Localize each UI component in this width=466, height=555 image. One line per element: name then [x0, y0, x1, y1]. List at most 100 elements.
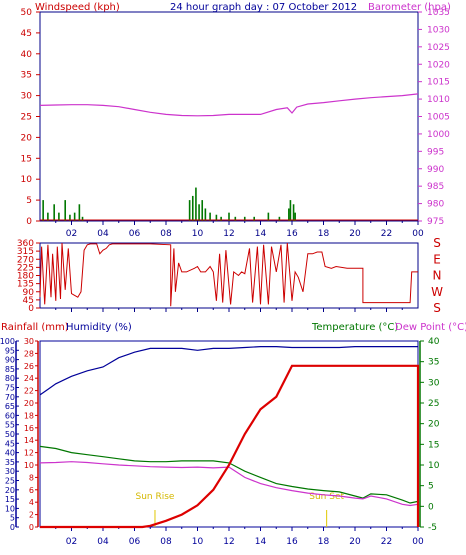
x-tick-label: 22 [381, 229, 392, 239]
humidity-tick-label: 40 [5, 449, 15, 458]
windspeed-bar [198, 204, 200, 221]
rain-tick-label: 0 [29, 523, 34, 532]
rain-tick-label: 26 [24, 362, 34, 371]
humidity-tick-label: 10 [5, 504, 15, 513]
windspeed-tick-label: 20 [21, 133, 33, 143]
windspeed-tick-label: 40 [21, 50, 33, 60]
rain-tick-label: 6 [29, 486, 34, 495]
barometer-tick-label: 1015 [427, 78, 450, 88]
direction-tick-label: 225 [17, 263, 34, 273]
humidity-tick-label: 100 [0, 337, 15, 346]
humidity-tick-label: 15 [5, 495, 15, 504]
barometer-tick-label: 985 [427, 182, 444, 192]
barometer-tick-label: 1020 [427, 60, 450, 70]
rainfall-label: Rainfall (mm) [1, 322, 69, 333]
compass-label: S [433, 236, 441, 250]
windspeed-label: Windspeed (kph) [35, 2, 120, 13]
direction-tick-label: 45 [23, 296, 34, 306]
x-tick-label: 08 [160, 229, 172, 239]
humidity-tick-label: 85 [5, 365, 15, 374]
windspeed-bar [253, 216, 255, 221]
rainfall-series-line [40, 364, 420, 529]
barometer-tick-label: 1010 [427, 95, 450, 105]
windspeed-tick-label: 10 [21, 175, 33, 185]
direction-tick-label: 315 [17, 247, 34, 257]
x-tick-label: 02 [66, 537, 77, 547]
humidity-series-line [39, 346, 418, 396]
temperature-label: Temperature (°C) [311, 322, 398, 333]
humidity-tick-label: 35 [5, 458, 15, 467]
windspeed-bar [42, 200, 44, 221]
rain-tick-label: 16 [24, 424, 34, 433]
windspeed-bar [209, 212, 211, 221]
x-tick-label: 16 [286, 537, 298, 547]
temperature-tick-label: 20 [428, 420, 440, 430]
windspeed-bar [58, 212, 60, 221]
windspeed-bar [69, 214, 71, 221]
windspeed-bar [215, 214, 218, 221]
windspeed-bar [234, 216, 237, 221]
barometer-tick-label: 1000 [427, 130, 450, 140]
barometer-tick-label: 1030 [427, 25, 450, 35]
humidity-tick-label: 25 [5, 477, 15, 486]
humidity-tick-label: 50 [5, 430, 15, 439]
windspeed-tick-label: 30 [21, 92, 33, 102]
temperature-tick-label: 0 [428, 502, 434, 512]
barometer-tick-label: 995 [427, 147, 444, 157]
x-tick-label: 14 [255, 229, 267, 239]
dewpoint-label: Dew Point (°C) [395, 322, 466, 333]
rain-tick-label: 12 [24, 449, 34, 458]
temperature-tick-label: 40 [428, 337, 440, 347]
temperature-tick-label: 15 [428, 440, 439, 450]
windspeed-bar [204, 208, 207, 221]
temperature-tick-label: -5 [428, 523, 437, 533]
windspeed-tick-label: 15 [21, 154, 32, 164]
dewpoint-series-line [39, 461, 419, 507]
humidity-tick-label: 45 [5, 439, 15, 448]
x-tick-label: 00 [412, 537, 424, 547]
rain-tick-label: 22 [24, 387, 34, 396]
windspeed-bar [267, 212, 270, 221]
humidity-tick-label: 65 [5, 402, 15, 411]
compass-label: S [433, 301, 441, 315]
windspeed-bar [191, 195, 194, 221]
barometer-tick-label: 975 [427, 217, 444, 227]
windspeed-bar [47, 212, 49, 221]
windspeed-bar [64, 200, 66, 221]
humidity-tick-label: 60 [5, 411, 15, 420]
windspeed-tick-label: 25 [21, 113, 32, 123]
windspeed-bar [201, 200, 204, 221]
x-tick-label: 04 [97, 229, 109, 239]
direction-tick-label: 360 [17, 239, 34, 249]
humidity-label: Humidity (%) [66, 322, 132, 333]
x-tick-label: 06 [129, 537, 141, 547]
temperature-series-line [39, 445, 419, 504]
temperature-tick-label: 30 [428, 378, 440, 388]
direction-tick-label: 0 [28, 304, 34, 314]
direction-tick-label: 270 [17, 255, 34, 265]
rain-tick-label: 14 [24, 436, 34, 445]
barometer-tick-label: 990 [427, 165, 444, 175]
temperature-tick-label: 35 [428, 358, 439, 368]
chart-title: 24 hour graph day : 07 October 2012 [170, 2, 357, 13]
x-tick-label: 06 [129, 229, 141, 239]
humidity-tick-label: 30 [5, 467, 15, 476]
humidity-tick-label: 20 [5, 486, 15, 495]
windspeed-bar [289, 200, 292, 221]
rain-tick-label: 18 [24, 411, 34, 420]
windspeed-bar [220, 216, 222, 221]
humidity-tick-label: 55 [5, 421, 15, 430]
x-tick-label: 00 [412, 229, 424, 239]
x-tick-label: 22 [381, 537, 392, 547]
x-tick-label: 20 [349, 537, 361, 547]
humidity-tick-label: 70 [5, 393, 15, 402]
windspeed-bar [228, 212, 230, 221]
windspeed-tick-label: 50 [21, 8, 33, 18]
x-tick-label: 02 [66, 229, 77, 239]
humidity-tick-label: 75 [5, 384, 15, 393]
windspeed-bar [243, 216, 246, 221]
humidity-tick-label: 90 [5, 356, 15, 365]
humidity-tick-label: 5 [10, 514, 15, 523]
barometer-label: Barometer (hpa) [368, 2, 451, 13]
